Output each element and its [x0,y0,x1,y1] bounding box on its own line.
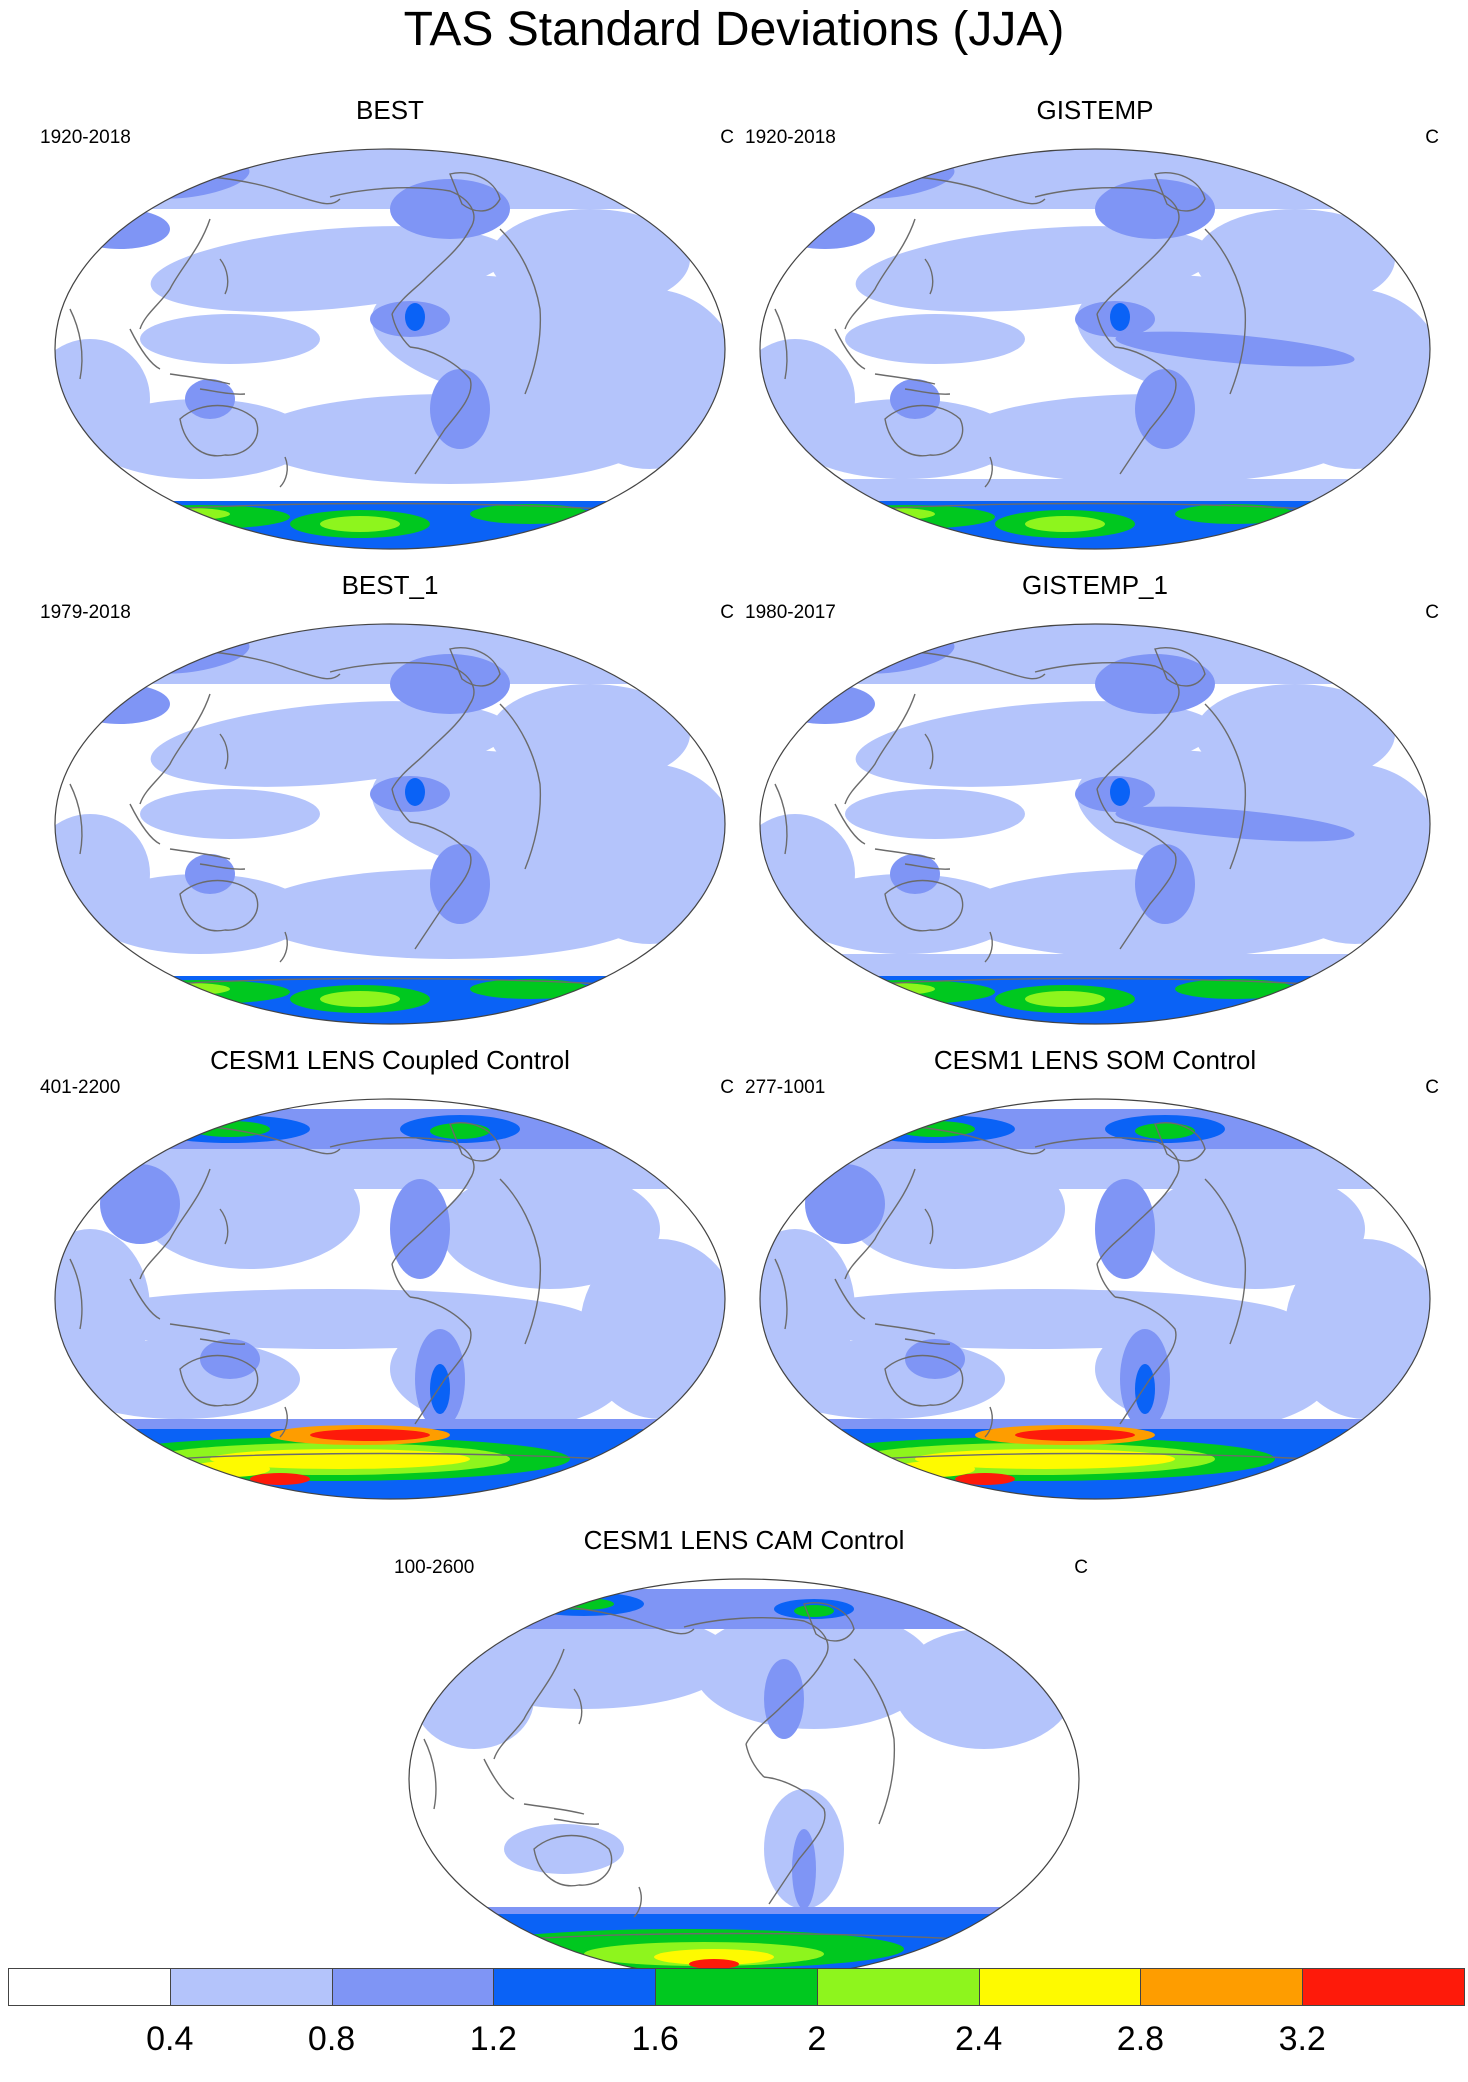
panel-best-1: BEST_1 1979-2018 C [30,570,750,1040]
colorbar-cell [169,1968,333,2006]
panel-best: BEST 1920-2018 C [30,95,750,565]
map-gistemp [759,148,1431,550]
panel-title: GISTEMP_1 [1022,570,1168,600]
map-best [54,148,726,550]
figure-title: TAS Standard Deviations (JJA) [403,3,1065,56]
colorbar-cell [1302,1968,1465,2006]
colorbar-cell [978,1968,1142,2006]
panel-unit: C [720,1077,734,1098]
map-best-1 [54,623,726,1025]
panel-period: 1920-2018 [745,127,836,148]
colorbar-cell [493,1968,657,2006]
colorbar [8,1968,1465,2008]
colorbar-tick-label: 2.8 [1116,2020,1165,2058]
panel-period: 401-2200 [40,1077,121,1098]
panel-som-control: CESM1 LENS SOM Control 277-1001 C [735,1045,1455,1515]
map-cam-control [408,1578,1080,1980]
map-som-control [759,1098,1431,1500]
panel-period: 1920-2018 [40,127,131,148]
colorbar-tick-label: 0.8 [307,2020,356,2058]
panel-title: GISTEMP [1036,95,1154,125]
panel-gistemp-1: GISTEMP_1 1980-2017 C [735,570,1455,1040]
panel-cam-control: CESM1 LENS CAM Control 100-2600 C [384,1525,1104,1995]
colorbar-tick-label: 3.2 [1278,2020,1326,2058]
panel-title: CESM1 LENS CAM Control [583,1525,905,1555]
colorbar-cell [655,1968,818,2006]
colorbar-cell [331,1968,495,2006]
panel-period: 100-2600 [394,1557,475,1578]
map-gistemp-1 [759,623,1431,1025]
map-coupled-control [54,1098,726,1500]
panel-title: CESM1 LENS Coupled Control [210,1045,570,1075]
colorbar-tick-label: 1.2 [469,2020,517,2058]
panel-unit: C [720,127,734,148]
colorbar-tick-label: 2.4 [955,2020,1003,2058]
colorbar-cell [8,1968,171,2006]
panel-title: BEST_1 [341,570,439,600]
panel-period: 277-1001 [745,1077,826,1098]
colorbar-cell [1140,1968,1304,2006]
colorbar-tick-label: 2 [807,2020,827,2058]
panel-unit: C [1425,602,1439,623]
panel-unit: C [1425,1077,1439,1098]
colorbar-tick-label: 1.6 [631,2020,679,2058]
panel-unit: C [1425,127,1439,148]
colorbar-tick-label: 0.4 [146,2020,194,2058]
panel-period: 1979-2018 [40,602,131,623]
panel-coupled-control: CESM1 LENS Coupled Control 401-2200 C [30,1045,750,1515]
panel-unit: C [1074,1557,1088,1578]
panel-period: 1980-2017 [745,602,836,623]
panel-unit: C [720,602,734,623]
colorbar-cell [816,1968,980,2006]
panel-gistemp: GISTEMP 1920-2018 C [735,95,1455,565]
panel-title: BEST [356,95,424,125]
panel-title: CESM1 LENS SOM Control [933,1045,1257,1075]
